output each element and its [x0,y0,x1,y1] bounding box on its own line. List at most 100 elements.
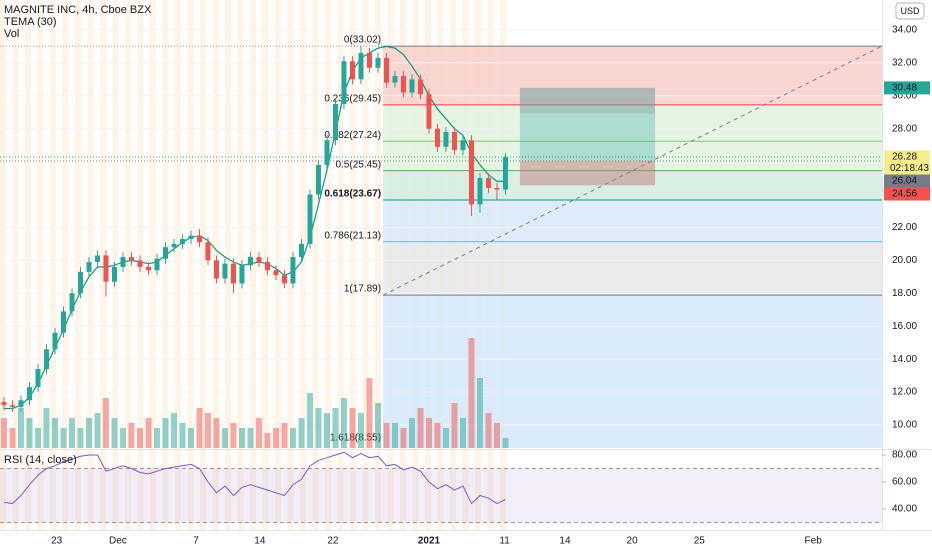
volume-bar [349,408,356,448]
volume-bar [408,418,415,448]
volume-bar [221,428,228,448]
candle-body [290,257,296,284]
fib-band [383,295,882,448]
x-tick-label: 7 [193,536,199,547]
x-tick-label: 22 [327,536,339,547]
volume-bar [162,418,169,448]
candle-body [315,164,321,195]
candle-body [451,131,457,151]
candle-body [60,311,66,333]
volume-bar [119,428,126,448]
fib-band [383,170,882,200]
candle-body [341,61,347,105]
volume-bar [68,418,75,448]
y-tick-label: 32.00 [892,58,917,69]
candle-body [494,187,500,190]
y-tick-label: 12.00 [892,387,917,398]
volume-bar [485,413,492,448]
price-tag-label: 26.04 [892,176,917,187]
y-tick-label: 30.00 [892,90,917,101]
candle-body [188,235,194,239]
candle-body [52,332,58,350]
price-tag [884,81,930,95]
rsi-tick-label: 40.00 [892,504,917,515]
fib-label: 0.618(23.67) [324,189,381,200]
fib-label: 0.786(21.13) [324,230,381,241]
fib-label: 1.618(8.55) [330,433,381,444]
volume-bar [136,428,143,448]
candle-body [69,293,75,312]
fib-band [383,46,882,105]
candle-body [43,349,49,369]
candle-body [426,94,432,129]
currency-label[interactable]: USD [900,6,920,16]
candle-body [417,79,423,95]
candle-body [205,242,211,261]
candle-body [358,52,364,80]
rsi-tick-label: 80.00 [892,450,917,461]
candle-body [298,243,304,258]
rsi-title: RSI (14, close) [4,454,77,466]
volume-bar [85,418,92,448]
candle-body [375,57,381,68]
volume-bar [434,423,441,448]
volume-bar [468,338,475,448]
candle-body [477,178,483,205]
volume-bar [451,403,458,448]
candle-body [460,140,466,151]
rsi-tick-label: 60.00 [892,477,917,488]
candle-body [307,194,313,244]
candle-body [332,104,338,141]
candle-body [26,387,32,401]
price-tag-label: 30.48 [892,83,917,94]
candle-body [171,243,177,248]
y-tick-label: 22.00 [892,222,917,233]
volume-label: Vol [4,28,19,40]
fib-band [383,104,882,142]
volume-bar [306,393,313,448]
legend: MAGNITE INC, 4h, Cboe BZX TEMA (30) Vol … [4,4,152,466]
fib-band [383,141,882,171]
position-overlay [519,87,656,114]
volume-bar [425,418,432,448]
currency-button[interactable] [895,2,925,20]
position-stop-zone [519,160,656,186]
candle-body [77,271,83,294]
volume-bar [400,428,407,448]
volume-bar [340,398,347,448]
candle-body [9,405,15,407]
rsi-line [3,451,506,505]
candle-body [264,262,270,271]
volume-bar [357,413,364,448]
volume-bar [383,423,390,448]
fib-label: 0.236(29.45) [324,93,381,104]
volume-bar [9,428,16,448]
price-tag-label: 26.28 [892,152,917,163]
price-tag [884,174,930,188]
candle-body [103,255,109,282]
candle-body [128,257,134,261]
x-tick-label: Dec [109,536,127,547]
candle-body [256,257,262,263]
volume-bar [111,418,118,448]
volume-bar [60,428,67,448]
candle-body [281,275,287,284]
candle-body [18,400,24,407]
x-tick-label: 14 [559,536,571,547]
candle-body [247,257,253,266]
volume-bar [255,418,262,448]
candle-body [179,238,185,244]
volume-bar [238,428,245,448]
volume-bar [26,418,33,448]
fib-band [383,199,882,242]
x-tick-label: 23 [51,536,63,547]
volume-bar [391,423,398,448]
candle-body [443,131,449,147]
volume-bar [323,413,330,448]
volume-bar [502,438,509,448]
volume-bar [51,418,58,448]
volume-bar [247,428,254,448]
position-target-zone [519,87,656,161]
